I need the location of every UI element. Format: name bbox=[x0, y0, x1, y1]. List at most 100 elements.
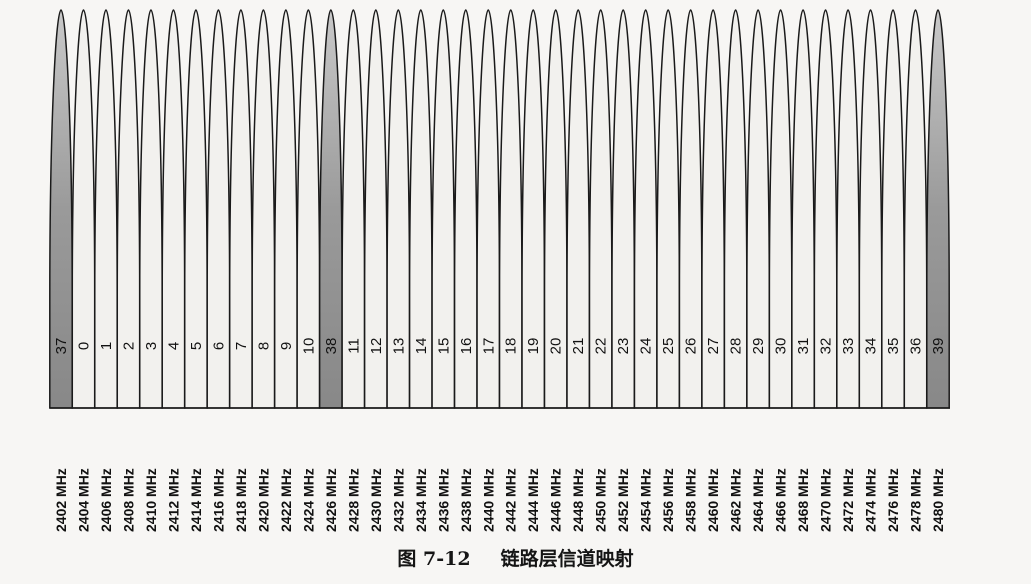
channel-index-label: 15 bbox=[435, 338, 452, 355]
data-channel-lobe bbox=[723, 9, 748, 409]
data-channel-lobe bbox=[521, 9, 546, 409]
channel-index-label: 39 bbox=[930, 338, 947, 355]
channel-index-label: 29 bbox=[750, 338, 767, 355]
channel-index-label: 19 bbox=[525, 338, 542, 355]
frequency-label: 2416 MHz bbox=[210, 468, 226, 532]
channel-index-label: 30 bbox=[773, 338, 790, 355]
frequency-label: 2442 MHz bbox=[503, 468, 519, 532]
frequency-label: 2440 MHz bbox=[480, 468, 496, 532]
channel-index-label: 5 bbox=[188, 342, 205, 350]
channel-index-label: 37 bbox=[53, 338, 70, 355]
data-channel-lobe bbox=[138, 9, 163, 409]
frequency-label: 2478 MHz bbox=[908, 468, 924, 532]
frequency-label: 2422 MHz bbox=[278, 468, 294, 532]
frequency-labels: 2402 MHz 2404 MHz 2406 MHz 2408 MHz 2410 MHz… bbox=[53, 468, 946, 532]
data-channel-lobe bbox=[453, 9, 478, 409]
frequency-label: 2454 MHz bbox=[638, 468, 654, 532]
frequency-label: 2472 MHz bbox=[840, 468, 856, 532]
data-channel-lobe bbox=[768, 9, 793, 409]
channel-index-label: 35 bbox=[885, 338, 902, 355]
data-channel-lobe bbox=[116, 9, 141, 409]
advertising-channel-lobe bbox=[926, 9, 950, 409]
frequency-label: 2466 MHz bbox=[773, 468, 789, 532]
data-channel-lobe bbox=[71, 9, 96, 409]
channel-index-label: 27 bbox=[705, 338, 722, 355]
frequency-label: 2404 MHz bbox=[75, 468, 91, 532]
frequency-label: 2418 MHz bbox=[233, 468, 249, 532]
frequency-label: 2408 MHz bbox=[120, 468, 136, 532]
data-channel-lobe bbox=[476, 9, 501, 409]
channel-index-labels: 37 0 1 2 3 4 5 6 7 8 9 10 38 11 12 13 14 15 16 17 18 19 20 21 22… bbox=[53, 338, 947, 355]
channel-index-label: 0 bbox=[75, 342, 92, 350]
data-channel-lobe bbox=[408, 9, 433, 409]
channel-index-label: 18 bbox=[503, 338, 520, 355]
channel-index-label: 17 bbox=[480, 338, 497, 355]
data-channel-lobe bbox=[633, 9, 658, 409]
data-channel-lobe bbox=[858, 9, 883, 409]
data-channel-lobe bbox=[701, 9, 726, 409]
data-channel-lobe bbox=[791, 9, 816, 409]
data-channel-lobe bbox=[656, 9, 681, 409]
channel-index-label: 38 bbox=[323, 338, 340, 355]
frequency-label: 2480 MHz bbox=[930, 468, 946, 532]
channel-index-label: 32 bbox=[818, 338, 835, 355]
data-channel-lobe bbox=[161, 9, 186, 409]
channel-index-label: 12 bbox=[368, 338, 385, 355]
data-channel-lobe bbox=[566, 9, 591, 409]
data-channel-lobe bbox=[678, 9, 703, 409]
frequency-label: 2452 MHz bbox=[615, 468, 631, 532]
frequency-label: 2460 MHz bbox=[705, 468, 721, 532]
frequency-label: 2428 MHz bbox=[345, 468, 361, 532]
frequency-label: 2448 MHz bbox=[570, 468, 586, 532]
frequency-label: 2420 MHz bbox=[255, 468, 271, 532]
channel-index-label: 7 bbox=[233, 342, 250, 350]
data-channel-lobe bbox=[341, 9, 366, 409]
data-channel-lobe bbox=[611, 9, 636, 409]
data-channel-lobe bbox=[296, 9, 321, 409]
channel-index-label: 13 bbox=[390, 338, 407, 355]
frequency-label: 2450 MHz bbox=[593, 468, 609, 532]
frequency-label: 2456 MHz bbox=[660, 468, 676, 532]
caption-title: 链路层信道映射 bbox=[500, 548, 634, 570]
channel-index-label: 23 bbox=[615, 338, 632, 355]
frequency-label: 2470 MHz bbox=[818, 468, 834, 532]
data-channel-lobe bbox=[588, 9, 613, 409]
data-channel-lobe bbox=[94, 9, 118, 409]
frequency-label: 2436 MHz bbox=[435, 468, 451, 532]
figure-caption: 图 7-12 链路层信道映射 bbox=[0, 544, 1031, 571]
channel-index-label: 22 bbox=[593, 338, 610, 355]
channel-index-label: 4 bbox=[165, 342, 182, 350]
data-channel-lobe bbox=[431, 9, 456, 409]
frequency-label: 2410 MHz bbox=[143, 468, 159, 532]
channel-index-label: 16 bbox=[458, 338, 475, 355]
channel-index-label: 3 bbox=[143, 342, 160, 350]
data-channel-lobe bbox=[183, 9, 208, 409]
channel-index-label: 9 bbox=[278, 342, 295, 350]
channel-index-label: 26 bbox=[683, 338, 700, 355]
frequency-label: 2446 MHz bbox=[548, 468, 564, 532]
frequency-label: 2476 MHz bbox=[885, 468, 901, 532]
frequency-label: 2474 MHz bbox=[863, 468, 879, 532]
channel-index-label: 6 bbox=[210, 342, 227, 350]
data-channel-lobe bbox=[363, 9, 388, 409]
frequency-label: 2438 MHz bbox=[458, 468, 474, 532]
channel-index-label: 31 bbox=[795, 338, 812, 355]
channel-index-label: 28 bbox=[728, 338, 745, 355]
channel-index-label: 11 bbox=[345, 338, 362, 354]
frequency-label: 2444 MHz bbox=[525, 468, 541, 532]
frequency-label: 2426 MHz bbox=[323, 468, 339, 532]
data-channel-lobe bbox=[273, 9, 298, 409]
frequency-label: 2432 MHz bbox=[390, 468, 406, 532]
data-channel-lobe bbox=[746, 9, 771, 409]
channel-index-label: 2 bbox=[120, 342, 137, 350]
frequency-label: 2464 MHz bbox=[750, 468, 766, 532]
frequency-label: 2430 MHz bbox=[368, 468, 384, 532]
channel-index-label: 34 bbox=[863, 338, 880, 355]
frequency-label: 2434 MHz bbox=[413, 468, 429, 532]
data-channel-lobe bbox=[251, 9, 276, 409]
channel-lobes bbox=[49, 9, 950, 409]
advertising-channel-lobe bbox=[49, 9, 73, 409]
caption-number: 图 7-12 bbox=[397, 548, 471, 570]
advertising-channel-lobe bbox=[318, 9, 343, 409]
